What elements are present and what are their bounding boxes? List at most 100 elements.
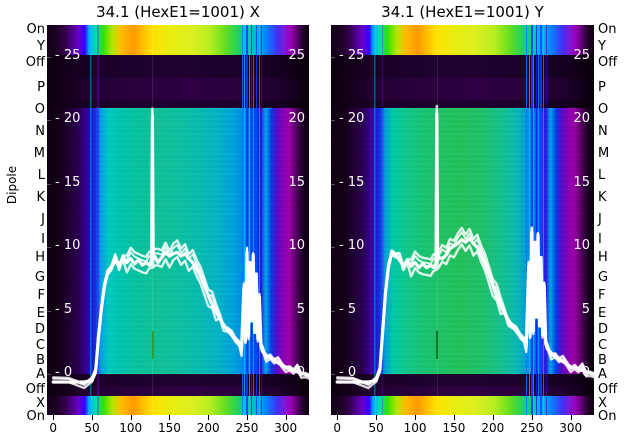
y-tick-label-inner: 5 bbox=[296, 301, 305, 317]
y-tick-label-inner: 20 bbox=[288, 111, 305, 127]
x-tick-label: 100 bbox=[403, 421, 427, 435]
y-category-label: E bbox=[598, 306, 607, 321]
y-tick-mark bbox=[47, 247, 51, 249]
heatmap-band bbox=[331, 395, 594, 415]
x-tick-mark bbox=[570, 415, 572, 420]
heatmap-band bbox=[47, 385, 309, 396]
heatmap-stripe bbox=[253, 25, 255, 415]
x-tick-label: 100 bbox=[119, 421, 143, 435]
x-tick-label: 0 bbox=[49, 421, 58, 435]
heatmap-band bbox=[47, 374, 309, 386]
heatmap-band bbox=[331, 54, 594, 79]
x-tick-label: 200 bbox=[481, 421, 505, 435]
heatmap-stripe bbox=[97, 25, 99, 415]
y-tick-label-inner: - 15 bbox=[55, 174, 81, 190]
heatmap-stripe bbox=[89, 25, 91, 415]
y-tick-label-inner: 25 bbox=[288, 47, 305, 63]
trace-line bbox=[336, 109, 594, 386]
x-tick-mark bbox=[337, 415, 339, 420]
heatmap-stripe bbox=[241, 25, 243, 415]
x-tick-mark bbox=[492, 415, 494, 420]
x-tick-mark bbox=[130, 415, 132, 420]
y-category-label: E bbox=[36, 306, 45, 321]
y-category-label: K bbox=[598, 190, 607, 205]
heatmap-stripe bbox=[260, 25, 263, 415]
y-tick-mark bbox=[47, 183, 51, 185]
trace-line bbox=[52, 111, 309, 386]
y-category-label: B bbox=[598, 353, 607, 368]
x-tick-label: 150 bbox=[158, 421, 181, 435]
heatmap-stripe bbox=[255, 25, 258, 415]
signal-trace bbox=[51, 107, 309, 390]
x-tick-label: 0 bbox=[333, 421, 342, 435]
panel-x-title: 34.1 (HexE1=1001) X bbox=[96, 3, 260, 21]
x-tick-mark bbox=[415, 415, 417, 420]
y-tick-mark bbox=[47, 310, 51, 312]
y-category-label: P bbox=[37, 80, 45, 95]
heatmap-stripe bbox=[530, 25, 533, 415]
y-category-label: G bbox=[34, 270, 45, 285]
heatmap-band bbox=[47, 54, 309, 79]
y-category-label: On bbox=[598, 409, 617, 424]
y-tick-mark bbox=[47, 120, 51, 122]
y-tick-label-inner: - 25 bbox=[55, 47, 81, 63]
y-category-label: C bbox=[35, 338, 45, 353]
trace-line bbox=[52, 107, 309, 386]
heatmap-stripe bbox=[246, 25, 248, 415]
x-tick-mark bbox=[169, 415, 171, 420]
y-category-label: On bbox=[598, 22, 617, 37]
y-tick-label-inner: 10 bbox=[573, 238, 590, 254]
heatmap-stripe bbox=[248, 25, 250, 415]
x-tick-mark bbox=[53, 415, 55, 420]
heatmap-column-stripes bbox=[47, 25, 309, 415]
y-tick-label-inner: - 10 bbox=[55, 238, 81, 254]
y-category-label: B bbox=[36, 353, 45, 368]
heatmap-stripe bbox=[373, 25, 375, 415]
y-tick-label-inner: 15 bbox=[288, 174, 305, 190]
y-tick-mark bbox=[331, 56, 335, 58]
y-category-label: F bbox=[598, 288, 606, 303]
heatmap-stripe bbox=[535, 25, 537, 415]
heatmap-band bbox=[331, 25, 594, 55]
heatmap-band bbox=[331, 385, 594, 396]
y-category-label: N bbox=[598, 124, 608, 139]
heatmap-stripe bbox=[540, 25, 542, 415]
heatmap-stripe bbox=[250, 25, 253, 415]
heatmap-column-stripes bbox=[331, 25, 594, 415]
x-tick-label: 300 bbox=[559, 421, 583, 435]
trace-line bbox=[336, 121, 594, 390]
y-category-label: D bbox=[34, 322, 45, 337]
panel-y-plot-area[interactable]: - 25 25 - 20 20 - 15 15 - 10 10 - 5 5 - 0 0 bbox=[331, 25, 594, 415]
x-axis-right: 0 50 100 150 200 250 300 bbox=[331, 415, 594, 441]
x-tick-mark bbox=[285, 415, 287, 420]
y-category-label: C bbox=[598, 338, 608, 353]
y-category-label: H bbox=[35, 250, 45, 265]
y-tick-label-inner: - 10 bbox=[339, 238, 365, 254]
signal-trace bbox=[335, 104, 594, 390]
y-category-label: On bbox=[26, 22, 45, 37]
heatmap-band bbox=[47, 25, 309, 55]
y-tick-label-inner: - 20 bbox=[55, 111, 81, 127]
y-tick-label-inner: 0 bbox=[296, 365, 305, 381]
y-category-label: Off bbox=[25, 55, 45, 70]
heatmap-stripe bbox=[537, 25, 539, 415]
heatmap-band bbox=[331, 78, 594, 100]
x-tick-label: 200 bbox=[196, 421, 220, 435]
x-tick-label: 250 bbox=[520, 421, 544, 435]
y-category-label: Y bbox=[598, 39, 606, 54]
panel-x-plot-area[interactable]: - 25 25 - 20 20 - 15 15 - 10 10 - 5 5 - 0 0 bbox=[47, 25, 309, 415]
x-tick-label: 50 bbox=[368, 421, 384, 435]
heatmap-stripe bbox=[258, 25, 260, 415]
y-category-label: O bbox=[34, 102, 45, 117]
y-category-label: J bbox=[41, 212, 45, 227]
y-category-label: G bbox=[598, 270, 609, 285]
y-category-label: Off bbox=[598, 382, 618, 397]
y-tick-label-inner: 5 bbox=[581, 301, 590, 317]
y-category-label: Off bbox=[598, 55, 618, 70]
y-category-label: F bbox=[37, 288, 45, 303]
y-category-label: L bbox=[37, 168, 45, 183]
x-tick-label: 150 bbox=[442, 421, 466, 435]
y-tick-mark bbox=[331, 310, 335, 312]
y-category-label: O bbox=[598, 102, 609, 117]
